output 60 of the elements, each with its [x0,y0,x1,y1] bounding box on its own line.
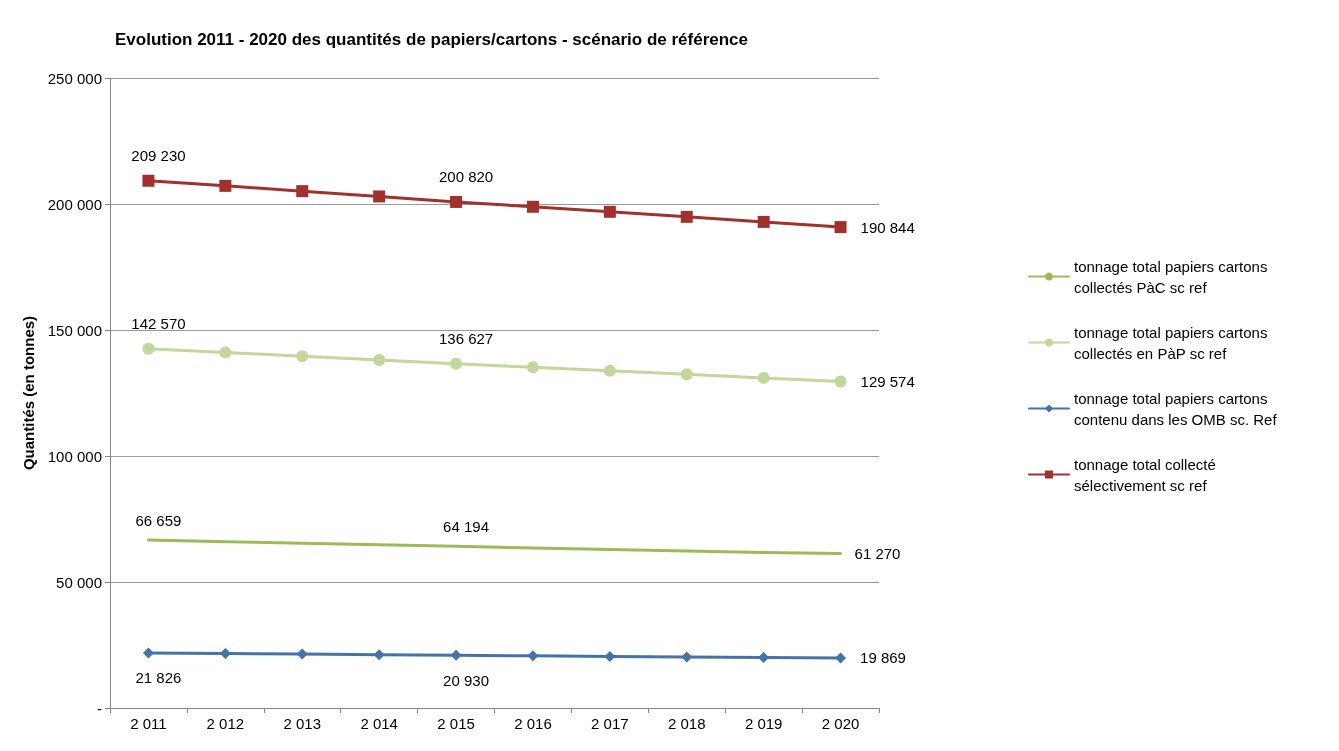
point [142,174,155,187]
y-tick-label: 200 000 [47,195,102,213]
data-label: 66 659 [135,512,182,530]
data-label: 129 574 [860,372,915,390]
data-label: 142 570 [131,314,186,332]
y-tick-label: 250 000 [47,69,102,87]
x-tick-label: 2 018 [667,715,706,732]
data-label: 64 194 [443,518,489,536]
data-label: 136 627 [438,329,494,347]
point [835,652,847,664]
x-tick-label: 2 013 [283,715,322,732]
data-label: 20 930 [443,671,489,689]
x-tick-label: 2 020 [821,715,860,732]
x-tick-label: 2 019 [744,715,783,732]
point [219,346,232,359]
point [680,210,693,223]
chart-title: Evolution 2011 - 2020 des quantités de papiers/cartons - scénario de référence [115,30,749,49]
point [296,185,309,198]
x-tick-label: 2 016 [514,715,552,732]
legend-label: tonnage total collecté sélectivement sc ref [1074,455,1220,494]
point [526,200,539,213]
x-tick-label: 2 012 [206,715,245,732]
point [603,205,616,218]
point [450,649,462,661]
point [296,350,309,363]
y-tick-label: 150 000 [47,321,102,339]
y-axis-title: Quantités (en tonnes) [20,315,37,471]
legend-label: tonnage total papiers cartons collectés PàC sc ref [1074,257,1272,296]
point [450,357,463,370]
data-label: 19 869 [860,649,906,667]
legend-label: tonnage total papiers cartons collectés en PàP sc ref [1074,323,1272,362]
point [142,342,155,355]
point [219,179,232,192]
x-tick-label: 2 014 [360,715,398,732]
data-label: 61 270 [854,545,901,563]
point [526,361,539,374]
data-label: 21 826 [135,669,182,687]
point [757,371,770,384]
y-tick-label: 50 000 [56,573,102,591]
y-tick-label: - [97,699,102,717]
legend-label: tonnage total papiers cartons contenu dans les OMB sc. Ref [1074,389,1278,428]
point [757,215,770,228]
data-label: 200 820 [438,167,494,185]
point [834,375,847,388]
point [373,353,386,366]
x-tick-label: 2 017 [591,715,629,732]
point [603,364,616,377]
y-tick-label: 100 000 [47,447,102,465]
data-label: 190 844 [860,218,915,236]
point [527,650,539,662]
point [142,647,154,659]
point [373,649,385,661]
data-label: 209 230 [131,146,186,164]
point [450,195,463,208]
point [680,368,693,381]
x-tick-label: 2 011 [130,715,167,732]
point [834,221,847,234]
x-tick-label: 2 015 [437,715,475,732]
line-series [146,538,843,556]
point [373,190,386,203]
